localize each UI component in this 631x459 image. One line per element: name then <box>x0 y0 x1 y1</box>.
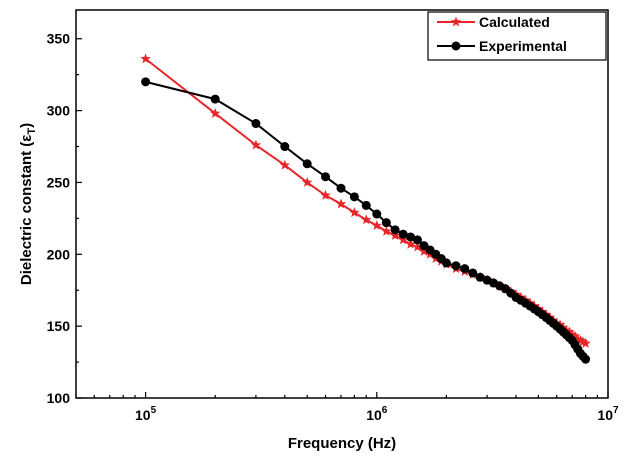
data-point <box>251 119 261 129</box>
data-point <box>564 326 575 337</box>
data-point <box>581 354 591 364</box>
data-point <box>398 229 408 239</box>
data-point <box>279 159 291 170</box>
data-point <box>418 245 430 256</box>
data-point <box>321 172 331 182</box>
y-tick-label: 150 <box>47 318 71 334</box>
x-axis-title: Frequency (Hz) <box>288 435 396 452</box>
y-axis-title-sub: T <box>26 128 38 135</box>
y-tick-label: 200 <box>47 246 71 262</box>
data-point <box>336 183 346 193</box>
data-point <box>301 176 313 187</box>
data-point <box>413 235 423 245</box>
data-point <box>569 330 581 341</box>
series-experimental <box>141 77 591 364</box>
y-axis-title: Dielectric constant (εT) <box>18 123 38 285</box>
data-point <box>475 272 485 282</box>
legend-label-experimental: Experimental <box>479 38 567 54</box>
legend-label-calculated: Calculated <box>479 14 550 30</box>
data-point <box>141 77 151 87</box>
data-point <box>381 218 391 228</box>
data-point <box>405 238 416 249</box>
data-point <box>349 192 359 202</box>
series-layer <box>140 53 591 364</box>
data-point <box>335 198 347 209</box>
plot-frame <box>75 9 609 399</box>
data-point <box>360 214 372 225</box>
legend-box <box>427 11 607 61</box>
data-point <box>580 337 591 348</box>
data-point <box>412 241 423 252</box>
data-point <box>361 200 371 210</box>
data-point <box>460 264 470 274</box>
y-axis: 100 150 200 250 300 350 <box>47 31 82 406</box>
x-axis: 105 106 107 <box>75 392 619 423</box>
data-point <box>250 139 262 150</box>
data-point <box>451 261 461 271</box>
data-point <box>349 207 360 218</box>
data-point <box>575 335 586 345</box>
legend: Calculated Experimental <box>427 11 607 61</box>
x-tick-label: 107 <box>597 405 619 423</box>
y-axis-title-close: ) <box>18 123 35 128</box>
y-tick-label: 350 <box>47 31 71 47</box>
legend-marker-experimental <box>451 41 461 51</box>
data-point <box>302 159 312 169</box>
data-point <box>577 336 589 347</box>
data-point <box>209 107 221 118</box>
data-point <box>389 230 401 241</box>
data-point <box>381 225 392 236</box>
data-point <box>441 258 451 268</box>
y-tick-label: 100 <box>47 390 71 406</box>
y-tick-label: 300 <box>47 103 71 119</box>
data-point <box>371 220 383 231</box>
data-point <box>397 234 409 245</box>
data-point <box>280 142 290 152</box>
data-point <box>390 225 400 235</box>
data-point <box>140 53 151 64</box>
data-point <box>210 94 220 104</box>
data-point <box>468 268 478 278</box>
y-axis-title-main: Dielectric constant (ε <box>18 135 35 286</box>
x-tick-label: 105 <box>135 405 157 423</box>
data-point <box>406 232 416 242</box>
x-tick-label: 106 <box>366 405 388 423</box>
legend-marker-calculated <box>450 16 462 27</box>
data-point <box>320 189 331 200</box>
data-point <box>372 209 382 219</box>
data-point <box>572 333 583 344</box>
y-tick-label: 250 <box>47 174 71 190</box>
